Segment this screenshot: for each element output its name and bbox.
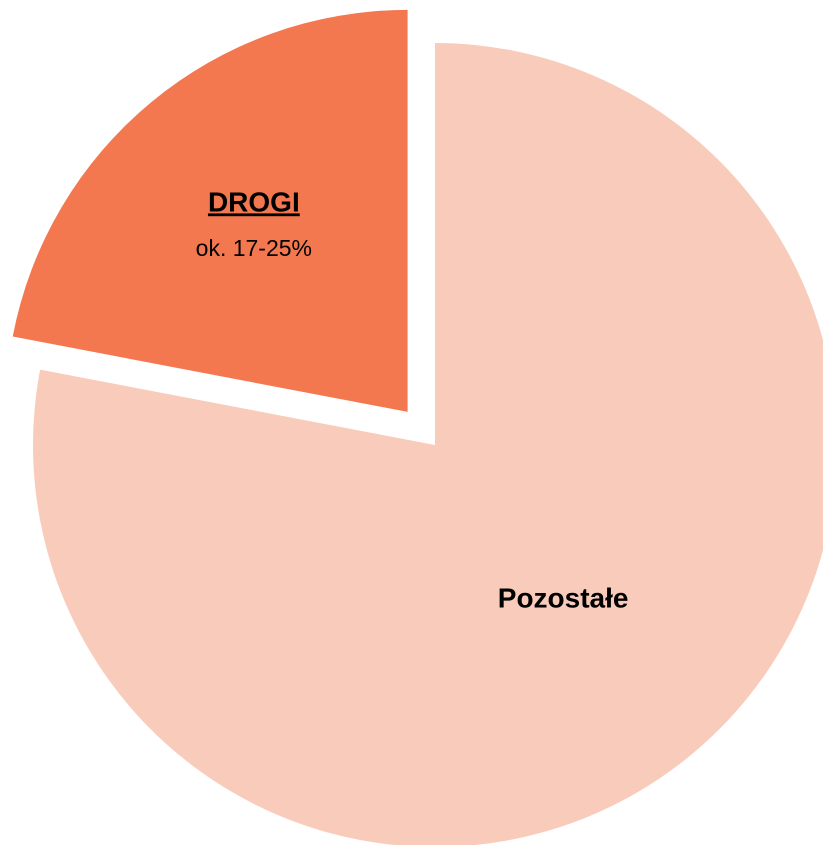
value-label: ok. 17-25%: [196, 235, 312, 261]
pie-slice: [12, 9, 408, 412]
slice-label: DROGI: [208, 186, 300, 217]
slice-label: Pozostałe: [498, 582, 629, 613]
pie-slice: [33, 43, 823, 845]
